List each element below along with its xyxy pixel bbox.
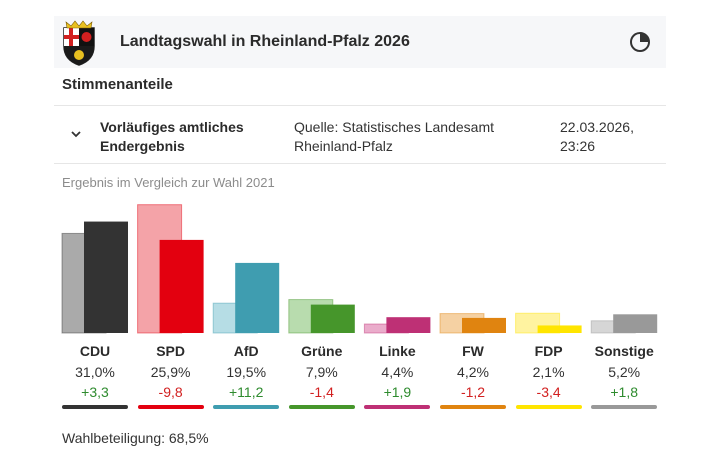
party-vote-share: 5,2%	[608, 364, 641, 380]
party-column-fdp: FDP 2,1% -3,4	[514, 343, 584, 409]
bar-2021-grüne	[288, 299, 334, 334]
party-color-line	[137, 405, 204, 409]
bar-2026-sonstige	[613, 314, 658, 333]
party-change: -1,4	[309, 384, 334, 400]
bar-2021-cdu	[61, 232, 107, 334]
divider	[54, 163, 666, 164]
party-color-line	[515, 405, 582, 409]
party-name: FDP	[534, 343, 563, 359]
bar-2021-fdp	[515, 312, 561, 334]
bar-2026-fw	[462, 317, 506, 333]
coat-of-arms-icon	[63, 20, 95, 66]
bar-2026-linke	[386, 317, 431, 333]
party-column-spd: SPD 25,9% -9,8	[136, 343, 206, 409]
party-name: Linke	[379, 343, 416, 359]
party-column-fw: FW 4,2% -1,2	[438, 343, 508, 409]
bar-2026-spd	[159, 239, 204, 333]
party-change: -1,2	[460, 384, 486, 400]
header-bar: Landtagswahl in Rheinland-Pfalz 2026	[54, 16, 666, 68]
party-change: +1,9	[383, 384, 412, 400]
pie-chart-icon[interactable]	[628, 30, 652, 54]
party-vote-share: 7,9%	[305, 364, 338, 380]
result-status-row[interactable]: Vorläufiges amtliches Endergebnis Quelle…	[54, 106, 666, 162]
party-color-line	[288, 405, 355, 409]
bar-2021-linke	[363, 323, 409, 334]
party-color-line	[213, 405, 280, 409]
party-change: +1,8	[610, 384, 638, 400]
bar-2021-fw	[439, 313, 485, 334]
party-color-line	[440, 405, 506, 409]
party-column-linke: Linke 4,4% +1,9	[362, 343, 432, 409]
section-title: Stimmenanteile	[62, 76, 173, 93]
party-color-line	[591, 405, 658, 409]
bar-2021-afd	[212, 302, 258, 334]
party-vote-share: 2,1%	[532, 364, 565, 380]
party-change: +3,3	[81, 384, 109, 400]
party-name: Sonstige	[594, 343, 654, 359]
bar-2026-grüne	[310, 304, 355, 333]
party-vote-share: 19,5%	[226, 364, 267, 380]
bar-2026-afd	[235, 262, 280, 333]
result-status-label: Vorläufiges amtliches Endergebnis	[100, 119, 244, 154]
party-name: SPD	[156, 343, 185, 359]
party-change: -9,8	[158, 384, 183, 400]
party-column-grüne: Grüne 7,9% -1,4	[287, 343, 357, 409]
divider	[54, 105, 666, 106]
party-vote-share: 4,2%	[457, 364, 489, 380]
bar-2026-cdu	[84, 221, 128, 333]
party-name: Grüne	[301, 343, 343, 359]
party-name: FW	[462, 343, 484, 359]
party-name: AfD	[233, 343, 259, 359]
chevron-down-icon[interactable]	[70, 128, 82, 140]
data-source: Quelle: Statistisches Landesamt Rheinlan…	[294, 119, 494, 154]
party-color-line	[364, 405, 431, 409]
party-vote-share: 4,4%	[381, 364, 414, 380]
party-color-line	[62, 405, 128, 409]
party-vote-share: 25,9%	[150, 364, 191, 380]
bar-2021-spd	[137, 204, 183, 334]
party-change: +11,2	[228, 384, 264, 400]
comparison-note: Ergebnis im Vergleich zur Wahl 2021	[62, 175, 275, 190]
party-column-afd: AfD 19,5% +11,2	[211, 343, 281, 409]
page-title: Landtagswahl in Rheinland-Pfalz 2026	[120, 33, 410, 50]
party-column-cdu: CDU 31,0% +3,3	[60, 343, 130, 409]
turnout-text: Wahlbeteiligung: 68,5%	[62, 430, 209, 446]
bar-2021-sonstige	[590, 320, 636, 334]
party-change: -3,4	[536, 384, 561, 400]
timestamp: 22.03.2026, 23:26	[560, 119, 634, 154]
party-name: CDU	[79, 343, 111, 359]
party-column-sonstige: Sonstige 5,2% +1,8	[589, 343, 659, 409]
party-vote-share: 31,0%	[75, 364, 115, 380]
bar-2026-fdp	[537, 325, 582, 333]
